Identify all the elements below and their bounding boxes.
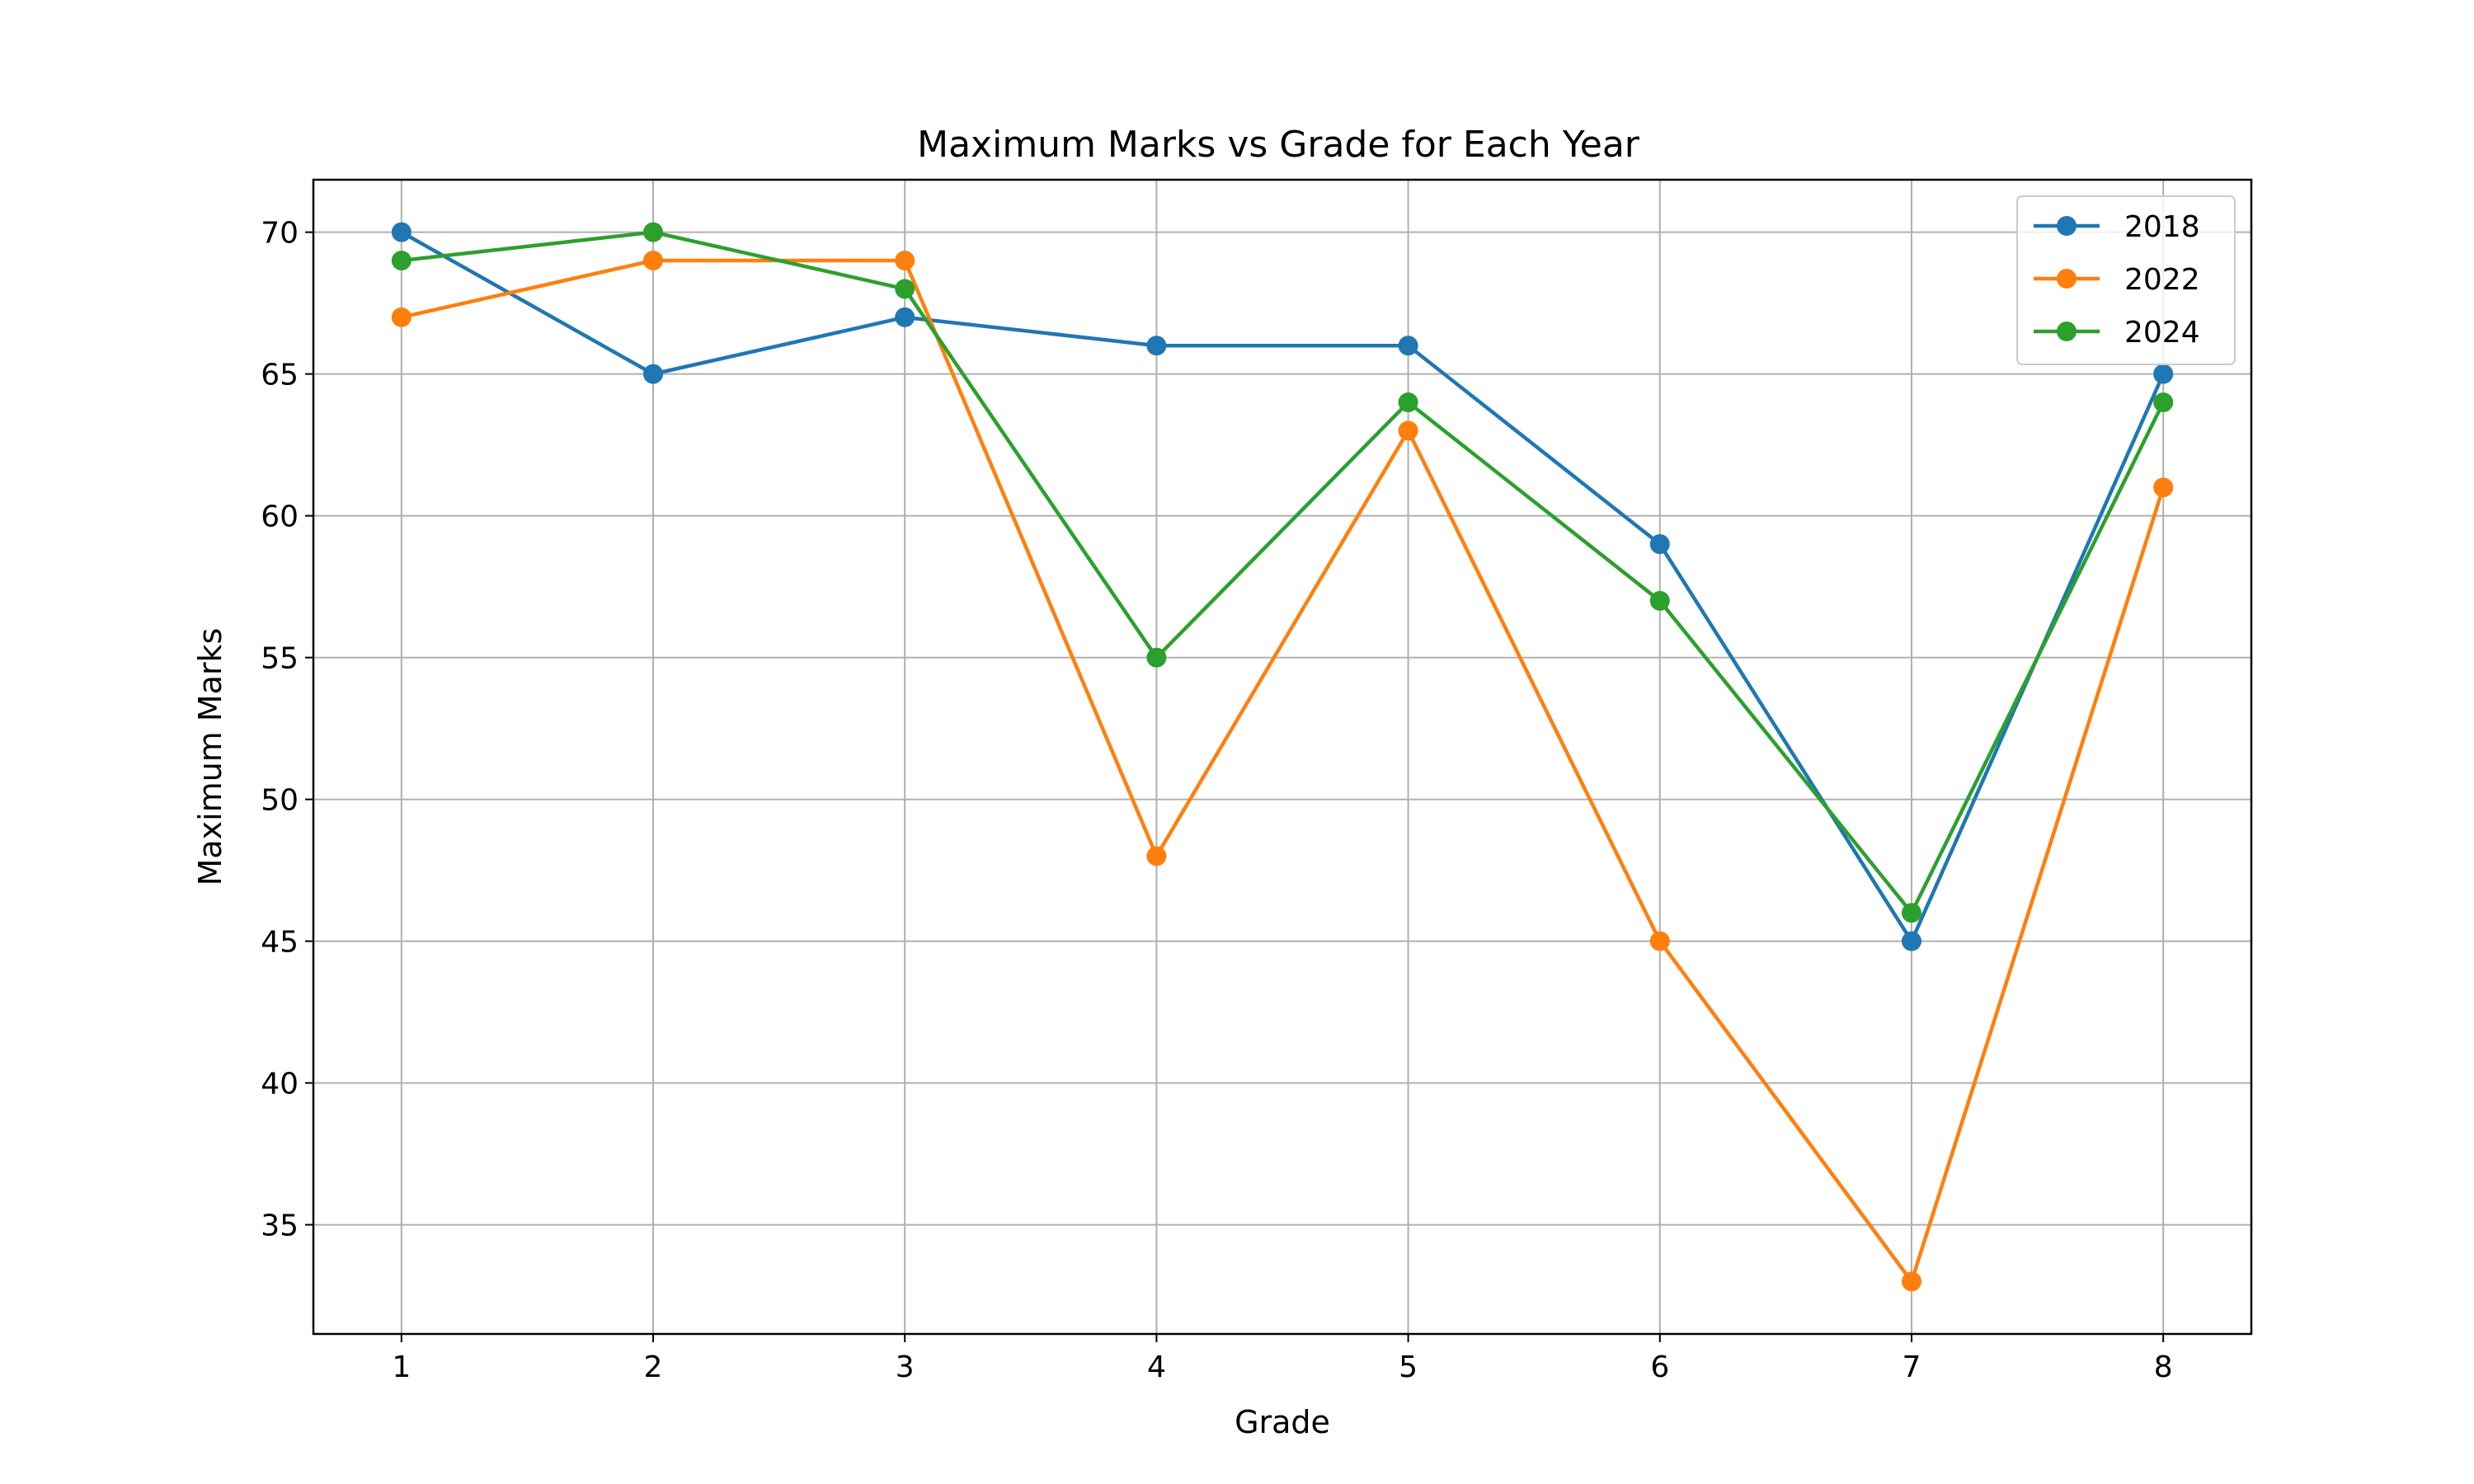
data-point[interactable]	[1398, 336, 1418, 356]
x-tick-label: 5	[1399, 1350, 1418, 1384]
data-point[interactable]	[2153, 364, 2174, 384]
data-point[interactable]	[1649, 931, 1670, 951]
data-point[interactable]	[643, 251, 664, 271]
data-point[interactable]	[1901, 903, 1921, 923]
data-point[interactable]	[391, 307, 412, 327]
x-tick-label: 8	[2154, 1350, 2173, 1384]
legend-label: 2024	[2124, 316, 2200, 350]
data-point[interactable]	[895, 251, 915, 271]
series-line	[399, 230, 2166, 915]
legend-label: 2018	[2124, 210, 2200, 244]
legend-item[interactable]: 2024	[2034, 316, 2200, 350]
data-point[interactable]	[1649, 590, 1670, 611]
x-tick-label: 1	[392, 1350, 411, 1384]
data-point[interactable]	[643, 222, 664, 242]
data-point[interactable]	[391, 222, 412, 242]
x-tick-label: 3	[896, 1350, 915, 1384]
series-line	[398, 229, 2166, 943]
data-point[interactable]	[895, 279, 915, 299]
x-axis-label: Grade	[1235, 1404, 1330, 1440]
legend-marker	[2057, 269, 2077, 289]
data-point[interactable]	[1146, 846, 1167, 866]
y-tick-label: 40	[261, 1068, 299, 1101]
plot-frame	[312, 178, 2253, 1336]
data-point[interactable]	[1398, 392, 1418, 413]
y-axis-label: Maximum Marks	[192, 628, 228, 886]
legend-marker	[2057, 322, 2077, 341]
series-line	[399, 258, 2166, 1284]
chart-title: Maximum Marks vs Grade for Each Year	[917, 124, 1640, 166]
legend[interactable]: 2018 2022 2024	[2016, 195, 2236, 365]
x-tick-label: 2	[644, 1350, 663, 1384]
legend-item[interactable]: 2018	[2034, 210, 2200, 244]
y-tick-label: 60	[261, 500, 299, 534]
y-tick-label: 65	[261, 359, 299, 392]
data-point[interactable]	[1398, 420, 1418, 441]
legend-marker	[2057, 216, 2077, 236]
data-point[interactable]	[1901, 1271, 1921, 1292]
legend-label: 2022	[2124, 263, 2200, 297]
data-point[interactable]	[1649, 534, 1670, 555]
data-point[interactable]	[2153, 392, 2174, 413]
data-point[interactable]	[1146, 647, 1167, 668]
y-tick-label: 45	[261, 926, 299, 960]
data-point[interactable]	[643, 364, 664, 384]
series-2018	[391, 222, 2174, 951]
y-tick-label: 35	[261, 1209, 299, 1243]
series-2022	[391, 251, 2174, 1292]
legend-item[interactable]: 2022	[2034, 263, 2200, 297]
x-tick-label: 6	[1650, 1350, 1669, 1384]
plot-series	[391, 222, 2174, 1292]
x-tick-label: 7	[1903, 1350, 1921, 1384]
data-point[interactable]	[1146, 336, 1167, 356]
y-tick-label: 50	[261, 784, 299, 818]
legend-box	[2016, 195, 2236, 365]
data-point[interactable]	[391, 251, 412, 271]
x-tick-label: 4	[1147, 1350, 1166, 1384]
y-tick-label: 55	[261, 642, 299, 676]
data-point[interactable]	[895, 307, 915, 327]
y-tick-label: 70	[261, 217, 299, 251]
data-point[interactable]	[1901, 931, 1921, 951]
series-2024	[391, 222, 2174, 923]
data-point[interactable]	[2153, 477, 2174, 498]
